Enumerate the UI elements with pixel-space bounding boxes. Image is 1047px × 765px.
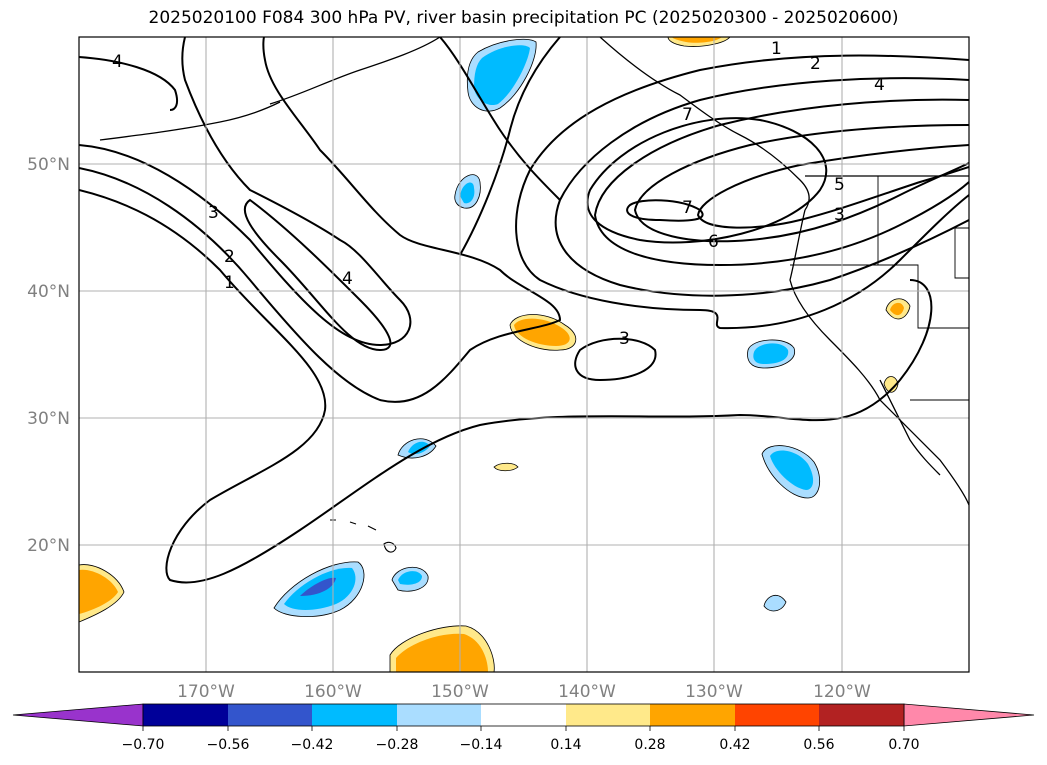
colorbar-label: −0.42	[291, 737, 334, 753]
state-borders	[790, 176, 969, 329]
colorbar-seg-2	[228, 704, 312, 726]
pv-contour-ridge	[586, 117, 828, 244]
blue-blob-13n	[763, 594, 787, 612]
colorbar-over-triangle	[903, 703, 1035, 727]
gridlines	[79, 37, 969, 672]
pv-contour-1	[79, 189, 933, 584]
map-background	[79, 37, 969, 672]
pv-contour-east-4	[633, 124, 969, 243]
colorbar-seg-1	[143, 704, 228, 726]
west-orange-core	[79, 569, 118, 614]
orange-blob-baja	[883, 376, 899, 393]
blue-core-17n	[398, 571, 422, 585]
colorbar-label: 0.70	[888, 737, 919, 753]
contour-label-5: 5	[834, 175, 845, 195]
colorbar-frame	[142, 703, 905, 727]
colorbar-label: 0.14	[550, 737, 581, 753]
precip-shading	[79, 37, 911, 672]
lon-tick-labels: 170°W 160°W 150°W 140°W 130°W 120°W	[177, 682, 871, 702]
baja-coast	[879, 379, 941, 476]
colorbar-label: −0.28	[376, 737, 419, 753]
contour-label-4-east: 4	[874, 75, 885, 95]
colorbar-seg-8	[735, 704, 819, 726]
pv-contours	[79, 37, 969, 584]
colorbar: −0.70 −0.56 −0.42 −0.28 −0.14 0.14 0.28 …	[12, 703, 1035, 753]
pv-contour-labels: 4 3 2 1 4 1 2 4 7 6 7 5 3 3	[112, 39, 885, 349]
lon-label-170w: 170°W	[177, 682, 235, 702]
colorbar-seg-5	[481, 704, 566, 726]
lat-label-20n: 20°N	[27, 536, 70, 556]
colorbar-seg-7	[650, 704, 735, 726]
map-frame	[78, 36, 970, 673]
mid-pacific-orange-core	[514, 318, 570, 346]
small-orange-blob-24n	[493, 462, 519, 472]
contour-label-4-loop: 4	[342, 269, 353, 289]
alaska-panhandle-coast	[599, 37, 810, 211]
contour-label-6: 6	[708, 232, 719, 252]
blue-core-35n	[753, 343, 789, 364]
pv-contour-east-1	[515, 54, 969, 330]
alaska-peninsula-coast	[269, 37, 441, 105]
lat-label-30n: 30°N	[27, 409, 70, 429]
blue-core-25n	[770, 450, 814, 490]
pv-contour-2	[79, 37, 562, 403]
pv-contour-east-2	[554, 77, 969, 297]
alaska-blue-core	[474, 45, 530, 106]
blue-core-28n	[408, 441, 430, 454]
pv-contour-4-loop	[243, 198, 392, 352]
map-title: 2025020100 F084 300 hPa PV, river basin …	[148, 8, 899, 28]
hawaii-dark-blue-core	[300, 577, 336, 596]
lat-tick-labels: 20°N 30°N 40°N 50°N	[27, 155, 70, 556]
pv-contour-east-5	[696, 144, 969, 229]
contour-label-3-east: 3	[834, 205, 845, 225]
colorbar-label: −0.56	[207, 737, 250, 753]
colorbar-seg-4	[397, 704, 481, 726]
contour-label-4-west: 4	[112, 52, 123, 72]
lon-label-140w: 140°W	[558, 682, 616, 702]
lon-label-160w: 160°W	[304, 682, 362, 702]
contour-label-2-west: 2	[224, 247, 235, 267]
west-coast-na	[789, 209, 969, 506]
pv-contour-north	[459, 37, 561, 256]
colorbar-seg-3	[312, 704, 397, 726]
contour-label-3-small: 3	[619, 329, 630, 349]
pv-contour-central	[439, 37, 561, 201]
contour-label-1-west: 1	[224, 273, 235, 293]
colorbar-under-triangle	[12, 703, 144, 727]
pv-contour-3	[79, 37, 412, 347]
colorbar-label: 0.56	[803, 737, 834, 753]
lon-label-150w: 150°W	[431, 682, 489, 702]
orange-core-california	[890, 302, 904, 316]
colorbar-label: 0.28	[634, 737, 665, 753]
contour-label-7-north: 7	[682, 105, 693, 125]
lat-label-50n: 50°N	[27, 155, 70, 175]
contour-label-2-east: 2	[810, 54, 821, 74]
colorbar-label: −0.14	[460, 737, 503, 753]
colorbar-seg-6	[566, 704, 650, 726]
lat-label-40n: 40°N	[27, 282, 70, 302]
colorbar-label: 0.42	[719, 737, 750, 753]
colorbar-seg-9	[819, 704, 904, 726]
pv-contour-7	[626, 199, 704, 222]
colorbar-ticks	[142, 726, 905, 731]
aleutian-chain	[99, 101, 281, 141]
colorbar-label: −0.70	[122, 737, 165, 753]
south-orange-core	[396, 633, 488, 672]
lon-label-130w: 130°W	[685, 682, 743, 702]
orange-core-top	[672, 37, 722, 43]
pv-contour-3-small	[574, 337, 657, 382]
pv-contour-east-3	[593, 98, 969, 267]
pv-contour-4-west	[79, 56, 179, 111]
contour-label-1-east: 1	[771, 39, 782, 59]
map-layers: 4 3 2 1 4 1 2 4 7 6 7 5 3 3	[79, 37, 969, 672]
lon-label-120w: 120°W	[813, 682, 871, 702]
contour-label-3-west: 3	[208, 203, 219, 223]
blue-core-50n	[460, 182, 475, 204]
contour-label-7-center: 7	[682, 198, 693, 218]
